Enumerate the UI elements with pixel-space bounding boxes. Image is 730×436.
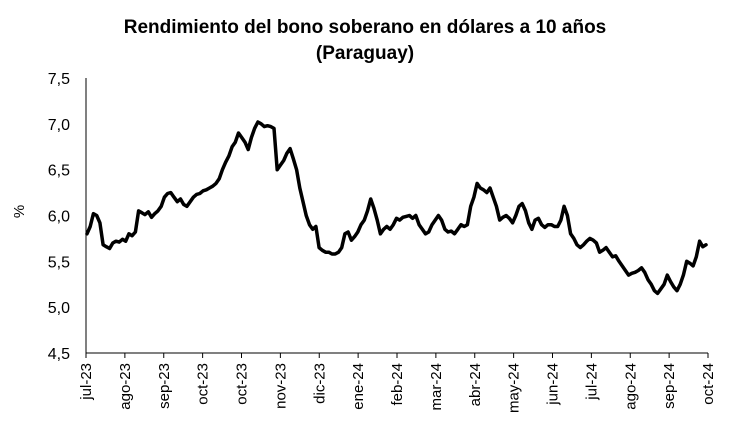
- x-tick-label: jul-24: [583, 363, 600, 401]
- x-tick-label: sep-23: [156, 363, 173, 409]
- x-tick-label: dic-23: [311, 363, 328, 404]
- x-tick-label: jul-23: [78, 363, 95, 401]
- y-tick-label: 6,5: [48, 163, 70, 180]
- chart-title: Rendimiento del bono soberano en dólares…: [123, 17, 607, 38]
- x-tick-label: nov-23: [272, 363, 289, 409]
- y-tick-label: 6,0: [48, 209, 70, 226]
- y-tick-label: 4,5: [48, 346, 70, 363]
- x-tick-label: ago-24: [622, 363, 639, 410]
- y-tick-label: 7,5: [48, 71, 70, 88]
- chart-subtitle: (Paraguay): [315, 43, 415, 64]
- x-tick-label: ago-23: [117, 363, 134, 410]
- x-tick-label: abr-24: [467, 363, 484, 406]
- x-tick-label: may-24: [506, 363, 523, 413]
- y-tick-label: 5,0: [48, 300, 70, 317]
- y-tick-label: 5,5: [48, 254, 70, 271]
- x-axis: jul-23 ago-23 sep-23 oct-23 oct-23 nov-23 dic-…: [78, 352, 717, 413]
- x-tick-label: sep-24: [661, 363, 678, 409]
- y-axis: 7,5 7,0 6,5 6,0 5,5 5,0 4,5: [48, 71, 87, 363]
- x-tick-label: oct-24: [700, 363, 717, 405]
- x-tick-label: feb-24: [389, 363, 406, 406]
- y-axis-label: %: [11, 205, 28, 218]
- x-tick-label: mar-24: [428, 363, 445, 411]
- x-tick-label: oct-23: [195, 363, 212, 405]
- y-tick-label: 7,0: [48, 117, 70, 134]
- x-tick-label: jun-24: [545, 363, 562, 406]
- x-tick-label: ene-24: [350, 363, 367, 410]
- x-tick-label: oct-23: [234, 363, 251, 405]
- series-line: [85, 120, 708, 296]
